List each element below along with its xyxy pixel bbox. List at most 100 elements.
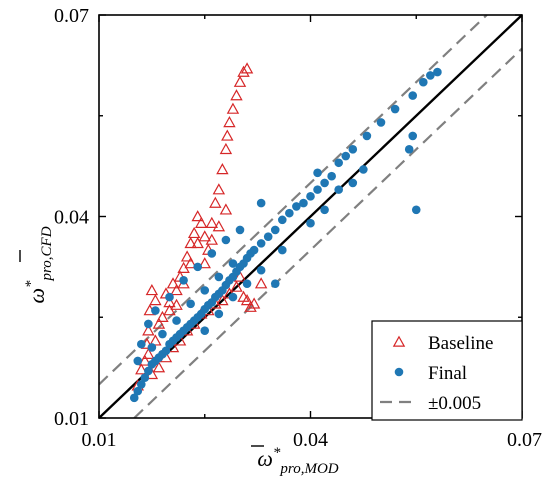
final-point	[408, 131, 418, 141]
svg-text:ω*pro,MOD: ω*pro,MOD	[257, 445, 338, 477]
baseline-point	[170, 283, 183, 296]
final-point	[285, 208, 294, 218]
final-point	[348, 178, 358, 188]
final-point	[147, 343, 157, 352]
baseline-point	[212, 220, 226, 232]
final-point	[140, 373, 150, 383]
y-axis-label: ω*pro,CFD	[23, 226, 55, 303]
x-tick-label: 0.04	[293, 429, 328, 451]
final-point	[404, 145, 414, 154]
baseline-point	[142, 347, 155, 359]
baseline-point	[149, 334, 162, 346]
final-point	[193, 262, 202, 272]
final-point	[200, 286, 210, 295]
final-point	[334, 185, 344, 194]
final-point	[426, 71, 435, 80]
final-point	[161, 346, 171, 356]
x-axis-subscript: pro,MOD	[279, 461, 338, 477]
baseline-point	[216, 294, 229, 306]
final-point	[137, 380, 146, 389]
y-axis-symbol: ω	[24, 288, 49, 304]
legend: Baseline Final ±0.005	[371, 320, 523, 421]
baseline-point	[247, 297, 261, 309]
final-point	[133, 386, 143, 396]
baseline-point	[205, 216, 219, 228]
legend-label: Baseline	[428, 333, 493, 354]
final-point	[144, 366, 153, 376]
final-point	[249, 245, 259, 255]
baseline-point	[166, 277, 180, 289]
baseline-point	[156, 310, 169, 323]
svg-text:ω*pro,CFD: ω*pro,CFD	[23, 226, 55, 303]
final-point	[348, 145, 358, 154]
baseline-point	[152, 361, 166, 373]
y-tick-label: 0.07	[54, 5, 89, 27]
series-baseline	[131, 62, 268, 391]
legend-item-2: Final	[394, 363, 467, 384]
final-point	[320, 205, 329, 215]
final-point	[299, 198, 308, 208]
final-point	[221, 235, 231, 245]
final-point	[341, 151, 351, 161]
baseline-point	[212, 183, 226, 195]
x-axis-label: ω*pro,MOD	[257, 445, 338, 477]
baseline-point	[191, 210, 204, 222]
y-tick-label: 0.01	[54, 408, 89, 430]
baseline-point	[149, 294, 162, 306]
final-point	[165, 292, 174, 302]
final-point	[214, 309, 224, 319]
baseline-point	[233, 75, 247, 87]
final-point	[172, 316, 181, 325]
final-point	[129, 393, 139, 403]
baseline-point	[221, 129, 234, 141]
baseline-point	[145, 283, 159, 296]
baseline-point	[138, 354, 152, 366]
baseline-point	[205, 233, 219, 245]
final-point	[214, 272, 224, 282]
baseline-point	[219, 203, 233, 215]
final-point	[144, 319, 153, 329]
final-point	[158, 329, 167, 339]
final-point	[270, 279, 280, 288]
final-point	[270, 225, 280, 235]
final-point	[292, 202, 301, 211]
baseline-point	[198, 230, 211, 242]
legend-label: Final	[428, 363, 467, 384]
final-point	[242, 279, 252, 288]
series-final	[129, 67, 442, 403]
baseline-point	[233, 270, 247, 282]
legend-swatch-circle-filled	[394, 367, 404, 377]
final-point	[278, 245, 287, 255]
final-point	[390, 104, 400, 114]
final-point	[306, 218, 315, 228]
baseline-point	[240, 294, 254, 306]
baseline-point	[184, 236, 197, 249]
y-tick-label: 0.04	[54, 207, 89, 229]
legend-swatch-triangle-open	[392, 335, 406, 347]
final-point	[228, 259, 238, 268]
baseline-point	[187, 226, 201, 239]
x-axis-symbol: ω	[257, 446, 273, 471]
x-tick-label: 0.01	[82, 429, 117, 451]
data-series	[129, 62, 442, 403]
final-point	[200, 326, 210, 335]
baseline-point	[237, 65, 250, 77]
legend-item-3: ±0.005	[380, 393, 481, 414]
baseline-point	[198, 257, 211, 269]
baseline-point	[163, 304, 176, 316]
reference-line-upper	[98, 14, 488, 386]
baseline-point	[209, 196, 222, 208]
baseline-point	[226, 102, 240, 114]
x-axis-superscript: *	[273, 445, 281, 461]
final-point	[408, 91, 418, 100]
final-point	[235, 225, 245, 235]
baseline-point	[135, 363, 148, 375]
baseline-point	[254, 277, 268, 289]
final-point	[362, 131, 372, 141]
final-point	[334, 158, 344, 168]
baseline-point	[230, 89, 243, 101]
x-tick-label: 0.07	[507, 429, 542, 451]
final-point	[133, 356, 143, 366]
y-axis-subscript: pro,CFD	[39, 226, 55, 281]
